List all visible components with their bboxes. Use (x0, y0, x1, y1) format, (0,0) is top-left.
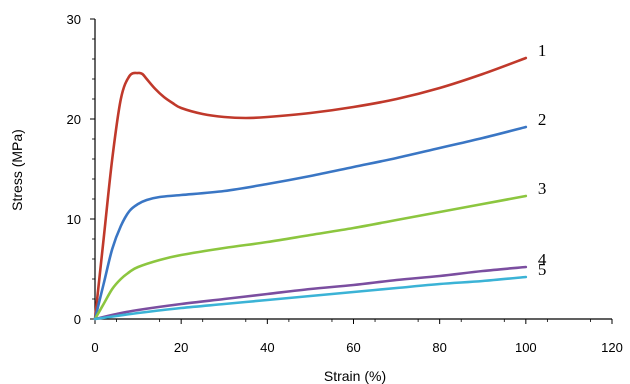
axes (94, 19, 612, 320)
series-line-2 (93, 125, 528, 321)
x-tick-label: 120 (601, 340, 623, 355)
x-tick-label: 100 (515, 340, 537, 355)
plot-area (93, 56, 528, 321)
y-axis-title: Stress (MPa) (9, 129, 25, 211)
x-tick-label: 0 (91, 340, 98, 355)
series-line-5 (93, 275, 528, 321)
series-label-3: 3 (538, 179, 547, 198)
series-line-3 (93, 194, 528, 321)
series-label-5: 5 (538, 260, 547, 279)
x-tick-label: 40 (260, 340, 274, 355)
series-labels: 1 2 3 45 (538, 41, 547, 279)
series-label-2: 2 (538, 110, 547, 129)
ticks: 0 10 20 30 0 20 40 60 80 100 120 (67, 12, 623, 355)
series-line-4 (93, 265, 528, 321)
series-label-4: 4 (538, 250, 547, 269)
y-tick-label: 0 (74, 312, 81, 327)
y-tick-label: 10 (67, 212, 81, 227)
y-tick-label: 20 (67, 112, 81, 127)
x-axis-title: Strain (%) (324, 368, 386, 384)
y-tick-label: 30 (67, 12, 81, 27)
series-label-1: 1 (538, 41, 547, 60)
x-tick-label: 60 (346, 340, 360, 355)
series-line-1 (93, 56, 528, 321)
x-tick-label: 80 (432, 340, 446, 355)
x-tick-label: 20 (174, 340, 188, 355)
